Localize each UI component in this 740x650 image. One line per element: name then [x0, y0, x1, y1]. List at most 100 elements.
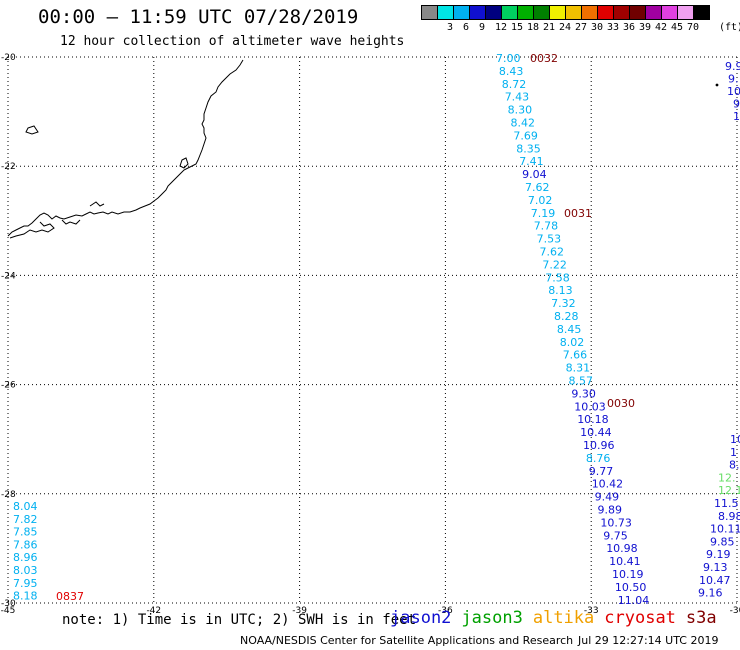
legend-swatch: [661, 5, 678, 20]
wave-height-value: 7.62: [525, 181, 550, 194]
wave-height-value: 8.04: [13, 500, 38, 513]
legend-swatch: [565, 5, 582, 20]
legend-label: 42: [655, 22, 668, 33]
wave-height-value: 11.04: [618, 594, 650, 607]
wave-height-value: 8.43: [499, 65, 524, 78]
coastline: [7, 59, 719, 239]
wave-height-value: 9: [733, 98, 740, 111]
wave-height-value: 10.47: [699, 574, 731, 587]
legend-label: 30: [591, 22, 604, 33]
pass-time-label: 0032: [530, 52, 558, 65]
wave-height-value: 8.03: [13, 564, 38, 577]
map-title: 00:00 — 11:59 UTC 07/28/2019: [38, 6, 359, 28]
wave-height-value: 7.19: [531, 207, 556, 220]
wave-height-value: 8.18: [13, 590, 38, 603]
legend-swatch: [517, 5, 534, 20]
lat-tick-label: -24: [1, 271, 16, 281]
wave-height-value: 10.98: [606, 542, 638, 555]
legend-swatch: [645, 5, 662, 20]
wave-height-value: 7.82: [13, 513, 38, 526]
wave-height-value: 10: [730, 433, 740, 446]
satellite-legend-s3a: s3a: [685, 608, 717, 628]
wave-height-value: 9.85: [710, 535, 735, 548]
wave-height-value: 9.77: [589, 465, 614, 478]
legend-unit: (ft): [719, 22, 740, 33]
axis-tick-labels: -45 -42 -39 -36 -33 -30 -20 -22 -24 -26 -28 -30: [1, 53, 740, 616]
wave-height-value: 8.76: [586, 452, 611, 465]
satellite-legend-cryosat: cryosat: [604, 608, 676, 628]
legend-label: 6: [463, 22, 470, 33]
wave-height-value: 7.78: [534, 220, 559, 233]
lat-tick-label: -28: [1, 490, 16, 500]
color-scale-legend: [421, 5, 710, 20]
wave-height-value: 8.: [729, 459, 740, 472]
map-subtitle: 12 hour collection of altimeter wave hei…: [60, 34, 405, 49]
legend-swatch: [629, 5, 646, 20]
wave-height-value: 8.72: [502, 78, 527, 91]
legend-swatch: [677, 5, 694, 20]
legend-swatch: [549, 5, 566, 20]
wave-height-value: 9.9: [725, 60, 740, 73]
lon-tick-label: -45: [1, 606, 16, 616]
legend-swatch: [533, 5, 550, 20]
wave-height-value: 9.49: [595, 491, 620, 504]
wave-height-value: 7.53: [537, 233, 562, 246]
wave-height-value: 9.16: [698, 587, 723, 600]
legend-label: 27: [575, 22, 588, 33]
coastline-mainland: [7, 59, 244, 237]
wave-height-value: 9.30: [571, 387, 596, 400]
lon-tick-label: -39: [292, 606, 307, 616]
legend-swatch: [485, 5, 502, 20]
wave-height-value: 7.86: [13, 538, 38, 551]
satellite-legend-altika: altika: [532, 608, 595, 628]
wave-height-value: 10.03: [574, 400, 606, 413]
legend-swatch: [581, 5, 598, 20]
wave-height-value: 8.35: [516, 142, 541, 155]
lat-tick-label: -26: [1, 381, 16, 391]
legend-label: 45: [671, 22, 684, 33]
legend-swatch: [501, 5, 518, 20]
wave-height-value: 11.5: [714, 497, 739, 510]
legend-swatch: [421, 5, 438, 20]
wave-height-value: 9.75: [603, 529, 628, 542]
lat-tick-label: -20: [1, 53, 16, 63]
wave-height-value: 8.02: [560, 336, 585, 349]
wave-height-value: 7.41: [519, 155, 544, 168]
legend-label: 39: [639, 22, 652, 33]
wave-height-value: 10.18: [577, 413, 609, 426]
wave-height-value: 8.42: [511, 117, 536, 130]
wave-height-value: 8.31: [566, 362, 591, 375]
wave-height-value: 1: [733, 110, 740, 123]
lat-tick-label: -30: [1, 599, 16, 609]
pass-time-label: 0030: [607, 397, 635, 410]
wave-height-value: 9.89: [598, 504, 623, 517]
wave-height-value: 1: [730, 446, 737, 459]
wave-height-value: 10.41: [609, 555, 641, 568]
island-dot: [715, 83, 719, 87]
wave-height-value: 8.45: [557, 323, 582, 336]
legend-label: 3: [447, 22, 454, 33]
coastline-bay: [9, 201, 105, 239]
altimeter-observations: 7.008.438.727.438.308.427.698.357.419.04…: [13, 52, 740, 607]
wave-height-value: 7.69: [513, 129, 538, 142]
wave-height-value: 8.28: [554, 310, 579, 323]
wave-height-value: 8.98: [718, 510, 740, 523]
footnote: note: 1) Time is in UTC; 2) SWH is in fe…: [62, 612, 417, 628]
wave-height-value: 10.73: [600, 516, 632, 529]
legend-label: 70: [687, 22, 700, 33]
legend-swatch: [693, 5, 710, 20]
wave-height-value: 10.96: [583, 439, 615, 452]
legend-label: 18: [527, 22, 540, 33]
legend-label: 15: [511, 22, 524, 33]
wave-height-value: 9.04: [522, 168, 547, 181]
wave-height-value: 7.00: [496, 52, 521, 65]
wave-height-value: 10.11: [710, 523, 740, 536]
satellite-legend-jason2: jason2: [390, 608, 452, 628]
wave-height-value: 7.02: [528, 194, 553, 207]
map-grid: [7, 56, 738, 604]
wave-height-value: 8.57: [569, 375, 594, 388]
pass-time-label: 0031: [564, 207, 592, 220]
legend-label: 36: [623, 22, 636, 33]
